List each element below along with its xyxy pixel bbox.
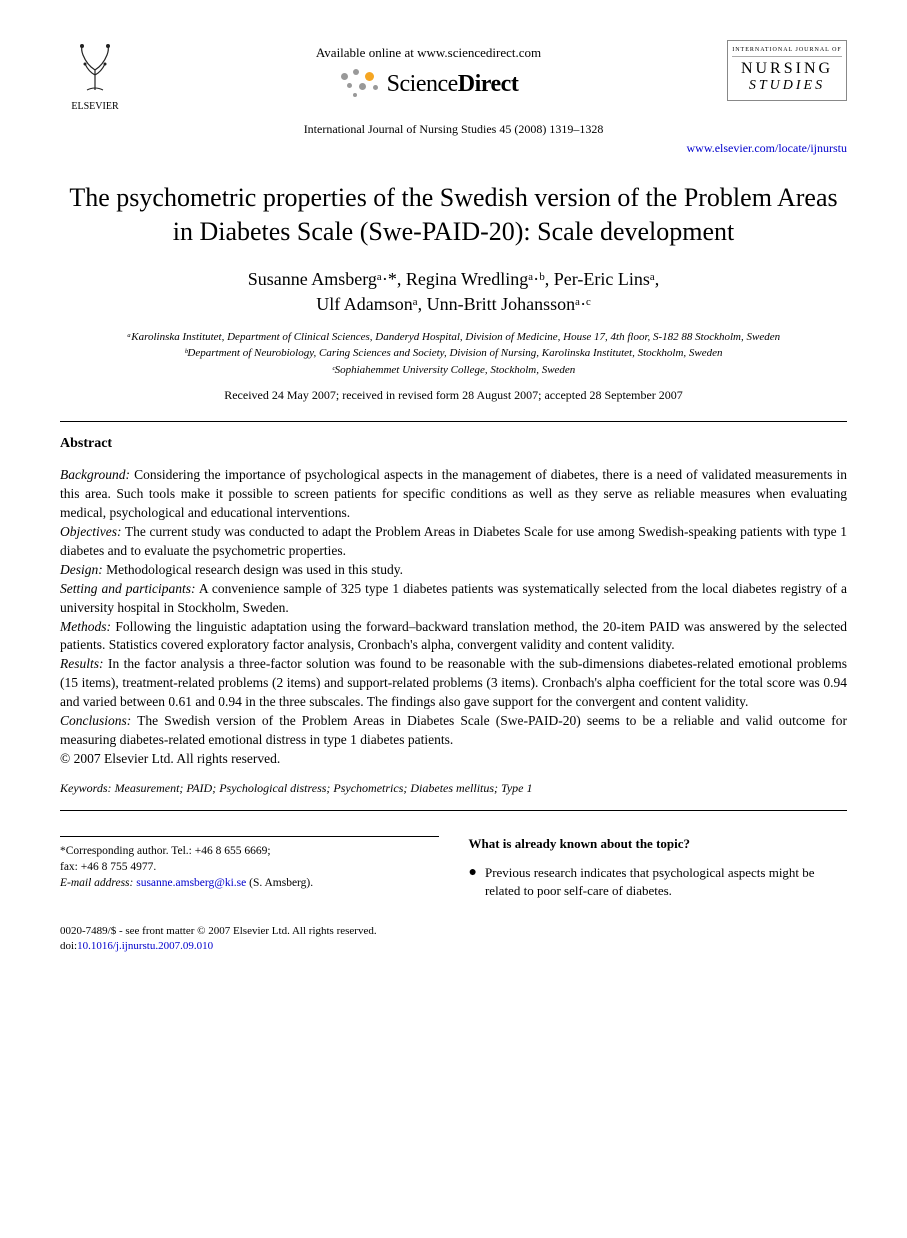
journal-cover-line1: NURSING — [732, 60, 842, 78]
doi-link[interactable]: 10.1016/j.ijnurstu.2007.09.010 — [77, 940, 213, 952]
abstract-heading: Abstract — [60, 436, 847, 452]
email-link[interactable]: susanne.amsberg@ki.se — [136, 877, 246, 889]
keywords-text: Measurement; PAID; Psychological distres… — [112, 781, 533, 795]
affiliation-b: ᵇDepartment of Neurobiology, Caring Scie… — [60, 345, 847, 362]
abstract-text-results: In the factor analysis a three-factor so… — [60, 656, 847, 709]
article-title: The psychometric properties of the Swedi… — [60, 181, 847, 249]
abstract-label-design: Design: — [60, 562, 103, 577]
keywords-line: Keywords: Measurement; PAID; Psychologic… — [60, 781, 847, 796]
bullet-icon: ● — [469, 864, 477, 900]
known-bullet-1-text: Previous research indicates that psychol… — [485, 864, 847, 900]
rule-bottom — [60, 810, 847, 811]
abstract-body: Background: Considering the importance o… — [60, 466, 847, 768]
sd-available-text: Available online at www.sciencedirect.co… — [130, 45, 727, 61]
journal-url-link[interactable]: www.elsevier.com/locate/ijnurstu — [60, 141, 847, 156]
abstract-label-conclusions: Conclusions: — [60, 713, 131, 728]
abstract-design: Design: Methodological research design w… — [60, 561, 847, 580]
email-suffix: (S. Amsberg). — [246, 877, 313, 889]
abstract-methods: Methods: Following the linguistic adapta… — [60, 618, 847, 656]
bottom-two-column: *Corresponding author. Tel.: +46 8 655 6… — [60, 836, 847, 900]
sd-wordmark: ScienceDirect — [387, 71, 519, 98]
abstract-text-methods: Following the linguistic adaptation usin… — [60, 619, 847, 653]
sd-word-light: Science — [387, 71, 458, 97]
abstract-label-methods: Methods: — [60, 619, 111, 634]
corresponding-tel: *Corresponding author. Tel.: +46 8 655 6… — [60, 843, 439, 859]
keywords-label: Keywords: — [60, 781, 112, 795]
abstract-background: Background: Considering the importance o… — [60, 466, 847, 523]
abstract-text-design: Methodological research design was used … — [103, 562, 403, 577]
journal-cover-top: INTERNATIONAL JOURNAL OF — [732, 47, 842, 57]
authors-block: Susanne Amsbergᵃ·*, Regina Wredlingᵃ·ᵇ, … — [60, 267, 847, 317]
affiliation-a: ᵃKarolinska Institutet, Department of Cl… — [60, 329, 847, 346]
abstract-objectives: Objectives: The current study was conduc… — [60, 523, 847, 561]
authors-line-1: Susanne Amsbergᵃ·*, Regina Wredlingᵃ·ᵇ, … — [60, 267, 847, 292]
sciencedirect-block: Available online at www.sciencedirect.co… — [130, 40, 727, 99]
citation-line: International Journal of Nursing Studies… — [60, 122, 847, 137]
journal-cover: INTERNATIONAL JOURNAL OF NURSING STUDIES — [727, 40, 847, 101]
abstract-text-conclusions: The Swedish version of the Problem Areas… — [60, 713, 847, 747]
affiliation-c: ᶜSophiahemmet University College, Stockh… — [60, 362, 847, 379]
corresponding-author-block: *Corresponding author. Tel.: +46 8 655 6… — [60, 836, 439, 900]
footer-doi-line: doi:10.1016/j.ijnurstu.2007.09.010 — [60, 939, 847, 954]
abstract-conclusions: Conclusions: The Swedish version of the … — [60, 712, 847, 750]
email-label: E-mail address: — [60, 877, 133, 889]
elsevier-label: ELSEVIER — [60, 101, 130, 112]
corresponding-email-line: E-mail address: susanne.amsberg@ki.se (S… — [60, 875, 439, 891]
sd-dots-icon — [339, 69, 381, 99]
known-heading: What is already known about the topic? — [469, 836, 848, 852]
abstract-results: Results: In the factor analysis a three-… — [60, 655, 847, 712]
affiliations-block: ᵃKarolinska Institutet, Department of Cl… — [60, 329, 847, 379]
rule-top — [60, 421, 847, 422]
known-bullet-1: ● Previous research indicates that psych… — [469, 864, 848, 900]
abstract-text-background: Considering the importance of psychologi… — [60, 467, 847, 520]
sd-word-bold: Direct — [458, 71, 519, 97]
abstract-label-background: Background: — [60, 467, 130, 482]
elsevier-logo: ELSEVIER — [60, 40, 130, 112]
footer-block: 0020-7489/$ - see front matter © 2007 El… — [60, 924, 847, 955]
header-row: ELSEVIER Available online at www.science… — [60, 40, 847, 112]
abstract-label-objectives: Objectives: — [60, 524, 121, 539]
sciencedirect-logo: ScienceDirect — [130, 69, 727, 99]
journal-cover-line2: STUDIES — [732, 78, 842, 94]
abstract-copyright: © 2007 Elsevier Ltd. All rights reserved… — [60, 750, 847, 769]
abstract-text-objectives: The current study was conducted to adapt… — [60, 524, 847, 558]
abstract-setting: Setting and participants: A convenience … — [60, 580, 847, 618]
doi-label: doi: — [60, 940, 77, 952]
authors-line-2: Ulf Adamsonᵃ, Unn-Britt Johanssonᵃ·ᶜ — [60, 292, 847, 317]
abstract-label-results: Results: — [60, 656, 104, 671]
abstract-label-setting: Setting and participants: — [60, 581, 196, 596]
article-dates: Received 24 May 2007; received in revise… — [60, 388, 847, 403]
footer-issn: 0020-7489/$ - see front matter © 2007 El… — [60, 924, 847, 939]
elsevier-tree-icon — [67, 40, 123, 96]
known-about-topic-block: What is already known about the topic? ●… — [469, 836, 848, 900]
corresponding-fax: fax: +46 8 755 4977. — [60, 859, 439, 875]
